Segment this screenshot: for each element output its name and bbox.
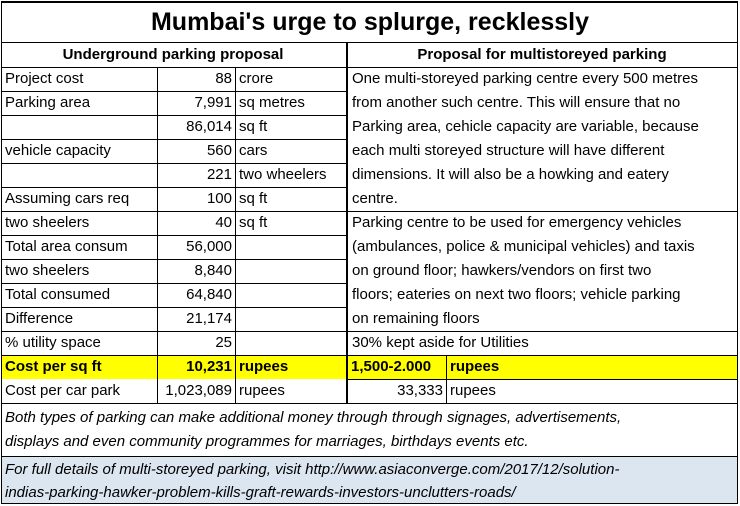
row-unit: sq ft [239,118,268,135]
row-unit: sq ft [239,190,268,207]
row-unit [235,331,345,355]
row-value: 560 [206,142,232,159]
title-divider [1,42,738,43]
row-label: Total consumed [5,286,111,303]
row-line [1,187,346,188]
right-block-line-3 [346,355,737,356]
row-line [1,211,346,212]
proposal-text-line: floors; eateries on next two floors; veh… [352,286,681,303]
row-unit [235,235,345,259]
proposal-text-line: centre. [352,190,398,207]
note-line-1: Both types of parking can make additiona… [5,409,622,426]
cost-sqft-unit: rupees [239,358,289,375]
row-value: 7,991 [194,94,232,111]
row-value: 88 [215,70,232,87]
border-top [1,1,738,3]
row-unit [235,307,345,331]
row-value: 40 [215,214,232,231]
cost-sqft-right-unit: rupees [450,358,500,375]
row-label: vehicle capacity [5,142,111,159]
row-label: Assuming cars req [5,190,130,207]
row-value: 64,840 [186,286,232,303]
proposal-text-line: on remaining floors [352,310,480,327]
value-col-line [157,67,158,403]
proposal-text-line: each multi storeyed structure will have … [352,142,665,159]
note-divider [1,456,738,457]
cost-car-right-value: 33,333 [397,382,443,399]
note-line-2: displays and even community programmes f… [5,433,529,450]
cost-sqft-label: Cost per sq ft [5,358,102,375]
row-label: two sheelers [5,262,90,279]
row-label: Project cost [5,70,84,87]
row-line [1,331,346,332]
column-divider [346,42,348,403]
row-value: 56,000 [186,238,232,255]
row-value: 8,840 [194,262,232,279]
right-block-line-1 [346,211,737,212]
row-value: 25 [215,334,232,351]
link-line-1: For full details of multi-storeyed parki… [5,461,620,478]
cost-car-label: Cost per car park [5,382,121,399]
right-value-line [446,355,447,403]
cost-per-sqft-highlight [1,355,737,379]
row-value: 86,014 [186,118,232,135]
cost-car-unit: rupees [239,382,285,399]
cost-sqft-right-value: 1,500-2.000 [351,358,432,375]
link-line-2: indias-parking-hawker-problem-kills-graf… [5,484,516,501]
page-title: Mumbai's urge to splurge, recklessly [150,8,590,36]
proposal-text-line: (ambulances, police & municipal vehicles… [352,238,695,255]
proposal-text-line: Parking centre to be used for emergency … [352,214,682,231]
row-unit [235,259,345,283]
row-unit: two wheelers [239,166,327,183]
row-label: Difference [5,310,74,327]
row-line [1,235,346,236]
left-column-header: Underground parking proposal [62,46,284,63]
border-right [737,1,738,504]
row-line [1,115,346,116]
row-unit: cars [239,142,268,159]
row-unit: sq metres [239,94,305,111]
proposal-text-line: from another such centre. This will ensu… [352,94,681,111]
row-label: two sheelers [5,214,90,231]
row-line [1,91,346,92]
row-value: 100 [206,190,232,207]
table-bottom [1,403,738,404]
cost-car-value: 1,023,089 [165,382,232,399]
row-unit: crore [239,70,274,87]
border-left [1,1,2,504]
row-label: Parking area [5,94,91,111]
row-line [1,355,346,356]
row-label [1,163,157,187]
row-line [1,139,346,140]
row-line [1,259,346,260]
row-label: Total area consum [5,238,128,255]
cost-sqft-value: 10,231 [186,358,232,375]
right-block-line-4 [346,379,737,380]
row-value: 21,174 [186,310,232,327]
proposal-text-line: Parking area, cehicle capacity are varia… [352,118,699,135]
row-unit [235,283,345,307]
right-column-header: Proposal for multistoreyed parking [417,46,667,63]
link-background [1,457,737,504]
proposal-text-line: 30% kept aside for Utilities [352,334,529,351]
unit-col-line [235,67,236,403]
header-divider [1,67,738,68]
row-label [1,115,157,139]
border-bottom [1,503,738,504]
row-value: 221 [206,166,232,183]
row-line [1,307,346,308]
proposal-text-line: on ground floor; hawkers/vendors on firs… [352,262,652,279]
row-line [1,163,346,164]
row-unit: sq ft [239,214,268,231]
row-label: % utility space [5,334,101,351]
cost-car-right-unit: rupees [450,382,496,399]
proposal-text-line: One multi-storeyed parking centre every … [352,70,698,87]
proposal-text-line: dimensions. It will also be a howking an… [352,166,669,183]
row-line [1,283,346,284]
right-block-line-2 [346,331,737,332]
